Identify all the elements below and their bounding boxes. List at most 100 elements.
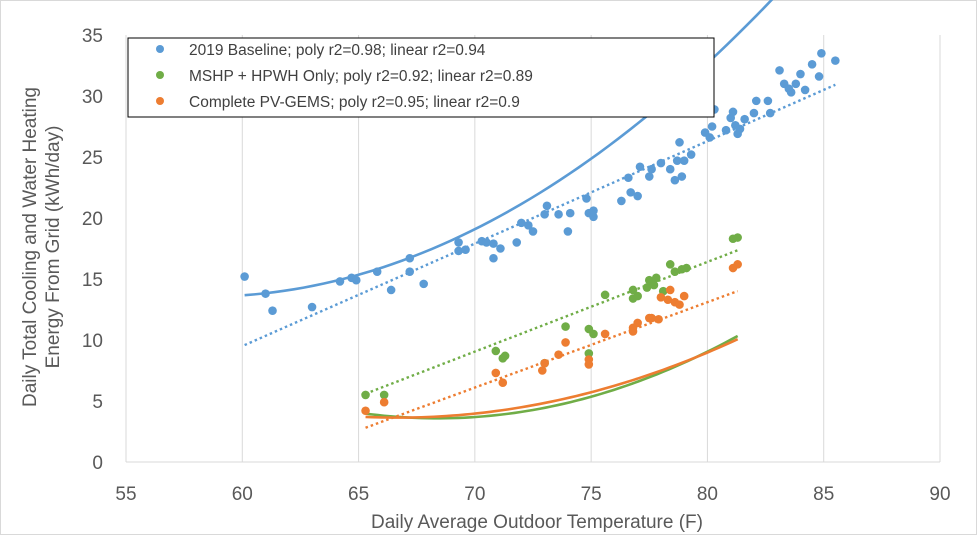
data-point-series-0	[419, 279, 428, 289]
data-point-series-2	[654, 314, 663, 324]
data-point-series-1	[670, 267, 680, 276]
data-point-series-2	[554, 350, 563, 359]
data-point-series-0	[351, 275, 361, 285]
data-point-series-2	[628, 327, 638, 336]
data-point-series-0	[740, 114, 749, 124]
x-axis-title: Daily Average Outdoor Temperature (F)	[371, 512, 703, 533]
data-point-series-0	[679, 156, 689, 165]
data-point-series-2	[647, 313, 656, 323]
data-point-series-0	[542, 201, 552, 211]
legend-label-pv-gems: Complete PV-GEMS; poly r2=0.95; linear r…	[189, 94, 520, 111]
data-point-series-1	[651, 273, 661, 283]
x-tick-label: 85	[813, 484, 834, 505]
data-point-series-0	[800, 85, 810, 95]
data-point-series-2	[633, 318, 642, 328]
y-tick-labels: 0 5 10 15 20 25 30 35	[82, 26, 103, 474]
data-point-series-0	[589, 212, 598, 222]
data-point-series-2	[663, 295, 673, 305]
legend-marker-mshp-hpwh	[156, 71, 164, 79]
data-point-series-0	[807, 59, 817, 69]
y-tick-label: 30	[82, 87, 103, 108]
y-axis-title-line-1: Daily Total Cooling and Water Heating	[20, 87, 41, 407]
data-point-series-2	[600, 329, 610, 339]
x-tick-label: 80	[697, 484, 718, 505]
data-point-series-0	[496, 244, 505, 253]
x-tick-label: 70	[464, 484, 485, 505]
data-point-series-1	[642, 283, 652, 292]
data-point-series-0	[405, 253, 415, 263]
data-point-series-0	[817, 49, 826, 58]
data-point-series-0	[386, 285, 396, 295]
data-point-series-0	[721, 125, 731, 135]
data-point-series-1	[633, 291, 642, 301]
data-point-series-2	[361, 406, 370, 416]
data-point-series-0	[728, 107, 738, 117]
data-point-series-0	[261, 289, 270, 298]
data-point-series-0	[524, 221, 533, 230]
x-tick-label: 60	[232, 484, 253, 505]
data-point-series-0	[635, 162, 645, 172]
data-point-series-2	[675, 300, 684, 309]
data-point-series-1	[491, 346, 501, 356]
data-point-series-0	[454, 238, 463, 247]
data-point-series-0	[831, 56, 840, 65]
data-point-series-0	[763, 96, 773, 106]
data-point-series-0	[656, 158, 666, 168]
data-point-series-2	[665, 285, 675, 295]
y-tick-label: 35	[82, 26, 103, 47]
data-point-series-1	[361, 390, 370, 400]
legend-label-baseline: 2019 Baseline; poly r2=0.98; linear r2=0…	[189, 42, 486, 59]
data-point-series-0	[563, 227, 573, 236]
data-point-series-0	[454, 246, 463, 256]
legend-marker-pv-gems	[156, 97, 164, 105]
data-point-series-2	[679, 291, 689, 301]
data-point-series-1	[649, 280, 659, 290]
data-point-series-0	[644, 172, 654, 181]
data-point-series-0	[517, 218, 526, 228]
data-point-series-2	[540, 358, 549, 368]
data-point-series-0	[268, 306, 277, 316]
data-point-series-1	[561, 322, 570, 331]
data-point-series-0	[775, 66, 784, 75]
data-point-series-0	[647, 164, 656, 174]
data-point-series-1	[589, 329, 598, 339]
data-point-series-1	[628, 285, 638, 295]
data-point-series-0	[677, 172, 687, 181]
data-point-series-0	[565, 208, 575, 218]
legend-box	[127, 37, 715, 118]
data-point-series-0	[528, 227, 538, 236]
data-point-series-0	[670, 175, 680, 185]
data-point-series-0	[751, 96, 761, 106]
data-point-series-0	[307, 302, 317, 312]
data-point-series-1	[584, 349, 594, 358]
data-point-series-0	[626, 188, 635, 197]
data-point-series-0	[675, 138, 684, 147]
data-point-series-0	[791, 79, 801, 89]
data-point-series-0	[240, 272, 249, 281]
data-point-series-0	[582, 194, 591, 203]
x-tick-label: 90	[929, 484, 950, 505]
data-point-series-0	[489, 253, 498, 263]
data-point-series-2	[656, 293, 666, 302]
y-tick-label: 0	[92, 453, 103, 474]
poly-trendline-series-2	[365, 338, 739, 419]
data-point-series-0	[589, 206, 598, 215]
data-points	[240, 49, 840, 416]
data-point-series-0	[512, 238, 522, 247]
data-point-series-1	[665, 260, 675, 269]
data-point-series-1	[600, 290, 610, 300]
data-point-series-2	[584, 360, 594, 369]
legend-label-mshp-hpwh: MSHP + HPWH Only; poly r2=0.92; linear r…	[189, 68, 533, 85]
linear-trendline-series-2	[365, 289, 739, 429]
data-point-series-1	[733, 233, 742, 242]
y-tick-label: 25	[82, 148, 103, 169]
data-point-series-2	[561, 338, 570, 347]
data-point-series-1	[682, 263, 691, 273]
data-point-series-0	[335, 277, 345, 286]
data-point-series-0	[814, 72, 824, 81]
data-point-series-0	[686, 150, 696, 159]
data-point-series-0	[796, 69, 805, 79]
data-point-series-0	[540, 210, 549, 219]
data-point-series-1	[500, 351, 510, 361]
data-point-series-0	[672, 156, 682, 165]
